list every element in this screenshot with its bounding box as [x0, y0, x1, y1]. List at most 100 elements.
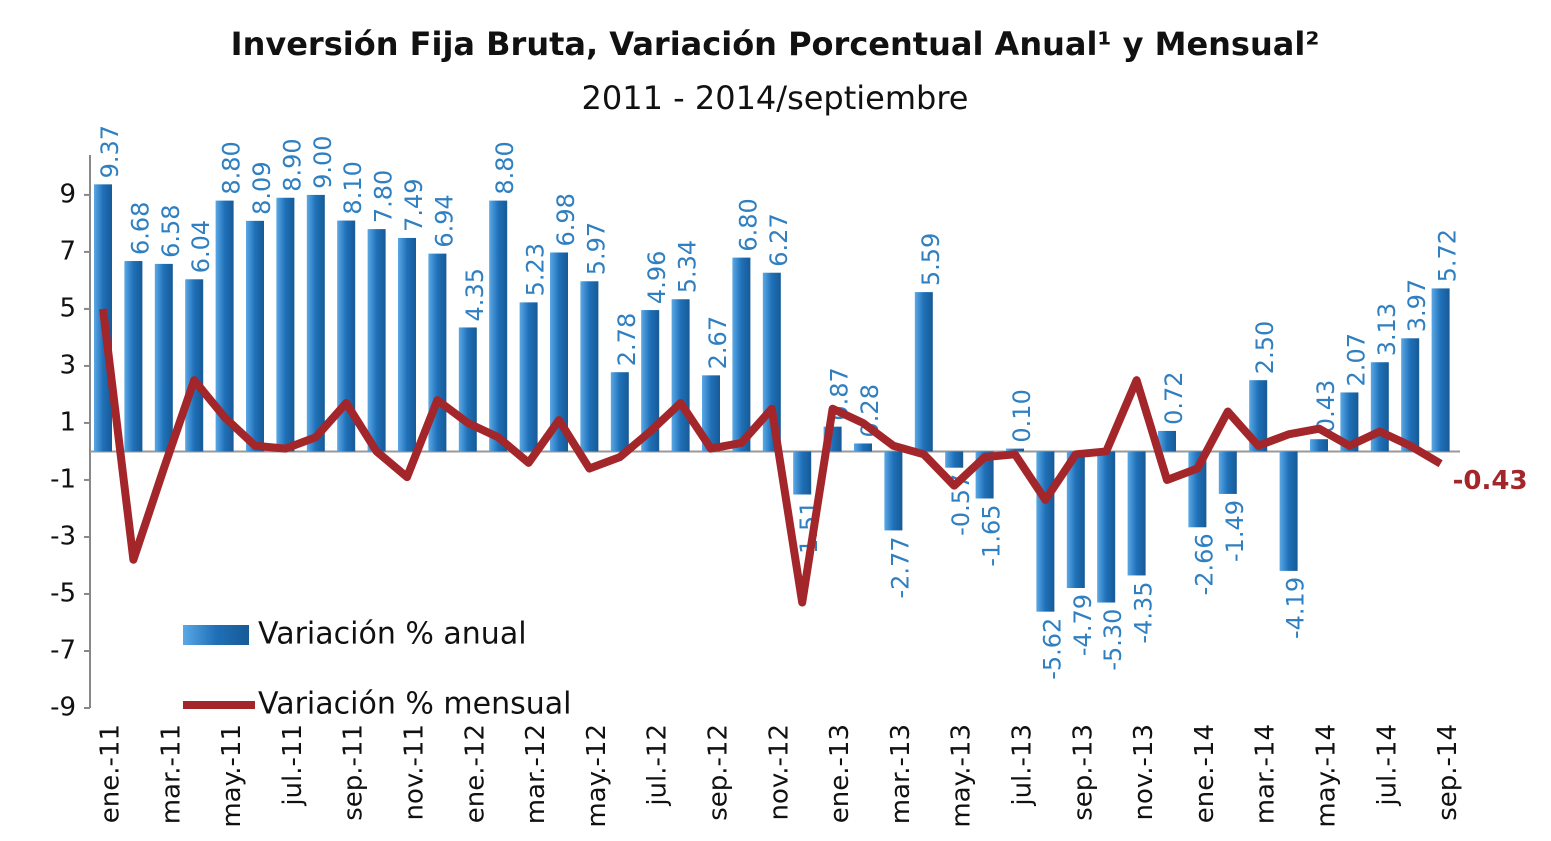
data-label: 6.80 [734, 198, 762, 251]
data-label: 6.94 [430, 194, 458, 247]
data-label: 9.00 [309, 135, 337, 188]
x-tick-label: mar.-11 [156, 724, 186, 824]
x-tick-label: may.-12 [582, 724, 612, 828]
x-tick-label: jul.-14 [1372, 724, 1402, 807]
data-label: -1.65 [978, 504, 1006, 566]
data-label: 8.10 [339, 161, 367, 214]
x-tick-label: jul.-12 [643, 724, 673, 807]
x-tick-label: nov.-13 [1129, 724, 1159, 820]
bar [1097, 451, 1116, 603]
data-label: -5.62 [1038, 618, 1066, 680]
y-tick-label: 1 [59, 407, 76, 437]
x-tick-label: ene.-14 [1190, 724, 1220, 823]
y-tick-label: 5 [59, 293, 76, 323]
x-tick-label: ene.-11 [96, 724, 126, 823]
bar [610, 372, 629, 452]
bar [154, 263, 173, 452]
data-label: 2.50 [1251, 321, 1279, 374]
bar [580, 281, 599, 452]
data-label: 8.90 [278, 138, 306, 191]
y-tick-label: -3 [50, 521, 76, 551]
data-label: -2.77 [886, 536, 914, 598]
x-tick-label: mar.-14 [1251, 724, 1281, 824]
bar [1218, 451, 1237, 494]
bar [1036, 451, 1055, 612]
bar [1006, 448, 1024, 452]
y-tick-label: -7 [50, 635, 76, 665]
x-tick-label: sep.-13 [1068, 724, 1098, 821]
bar [519, 302, 538, 452]
bar [671, 299, 690, 452]
data-label: 7.49 [400, 179, 428, 232]
data-label: 6.98 [552, 193, 580, 246]
bar [550, 252, 568, 452]
bar [1310, 439, 1328, 452]
y-tick-label: -5 [50, 578, 76, 608]
bar [884, 451, 903, 531]
bar [1370, 362, 1389, 452]
y-tick-label: 7 [59, 236, 76, 266]
bar [246, 220, 264, 452]
line [99, 308, 1443, 607]
data-label: 6.68 [126, 202, 154, 255]
data-label: 0.43 [1312, 380, 1340, 433]
data-label: 4.96 [643, 251, 671, 304]
bar [914, 292, 933, 452]
legend-swatch [183, 625, 249, 645]
data-label: -2.66 [1190, 533, 1218, 595]
bar [398, 237, 416, 452]
x-tick-label: ene.-13 [825, 724, 855, 823]
data-label: 6.27 [765, 213, 793, 266]
data-label: -5.30 [1099, 609, 1127, 671]
data-label: 9.37 [96, 125, 124, 178]
x-tick-label: jul.-11 [278, 724, 308, 807]
data-label: -4.35 [1130, 581, 1158, 643]
bar [215, 200, 234, 452]
data-label: 3.13 [1373, 303, 1401, 356]
bar [1431, 288, 1450, 452]
bar [854, 443, 872, 452]
bar [337, 220, 356, 452]
bar [1279, 451, 1298, 571]
data-label: 2.67 [704, 316, 732, 369]
data-label: 2.07 [1342, 333, 1370, 386]
bar [458, 327, 477, 452]
bar [1127, 451, 1146, 576]
bar [1401, 338, 1420, 452]
y-tick-label: -1 [50, 464, 76, 494]
y-tick-label: 3 [59, 350, 76, 380]
data-label: 5.34 [674, 240, 702, 293]
bar [762, 272, 781, 452]
legend-label: Variación % mensual [258, 687, 571, 722]
data-label: 4.35 [461, 268, 489, 321]
data-label: 0.72 [1160, 371, 1188, 424]
bar [702, 375, 720, 452]
x-tick-label: may.-13 [947, 724, 977, 828]
x-tick-label: sep.-14 [1433, 724, 1463, 821]
y-tick-label: -9 [50, 693, 76, 723]
x-tick-label: mar.-12 [521, 724, 551, 824]
bar [1340, 392, 1359, 452]
bar [306, 194, 325, 452]
data-label: 5.23 [522, 243, 550, 296]
data-label: 3.97 [1403, 279, 1431, 332]
data-label: 5.97 [582, 222, 610, 275]
bar [1066, 451, 1085, 588]
data-label: -4.79 [1069, 594, 1097, 656]
chart-title: Inversión Fija Bruta, Variación Porcentu… [231, 25, 1320, 63]
bar [489, 200, 508, 452]
x-tick-label: nov.-11 [400, 724, 430, 820]
x-tick-label: may.-11 [217, 724, 247, 828]
bar [1158, 430, 1176, 452]
x-tick-label: jul.-13 [1008, 724, 1038, 807]
y-tick-label: 9 [59, 179, 76, 209]
data-label: 7.80 [370, 170, 398, 223]
x-tick-label: sep.-12 [704, 724, 734, 821]
x-tick-label: may.-14 [1312, 724, 1342, 828]
bar [1249, 380, 1268, 452]
data-label: 5.72 [1434, 229, 1462, 282]
data-label: 5.59 [917, 233, 945, 286]
legend-label: Variación % anual [258, 617, 527, 652]
data-label: -4.19 [1282, 577, 1310, 639]
